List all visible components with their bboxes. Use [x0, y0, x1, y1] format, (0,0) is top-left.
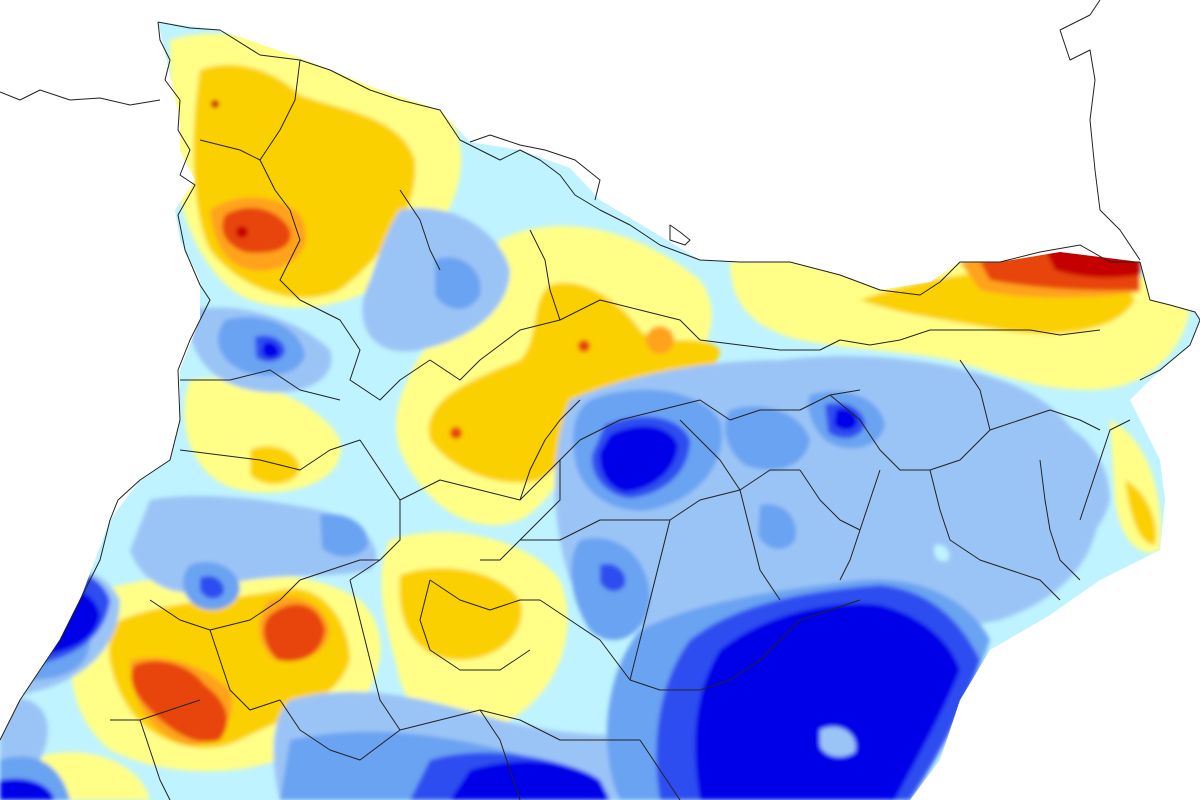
zone-dry-strong [263, 604, 325, 662]
zone-very-wet [599, 426, 678, 492]
zone-wet [320, 514, 369, 557]
border-internal [429, 579, 540, 611]
border-internal [520, 519, 670, 541]
border-internal [349, 439, 401, 581]
border-internal [629, 519, 671, 681]
zone-wet-mild [820, 726, 856, 757]
zone-very-wet [0, 778, 55, 800]
zone-dry-strong [450, 427, 462, 439]
border-internal [480, 460, 561, 561]
border-internal [799, 469, 861, 531]
zone-very-dry [211, 100, 219, 108]
border-coast-north [1139, 261, 1200, 381]
border-internal [139, 719, 171, 800]
zone-dry-strong [222, 207, 291, 253]
zone-dry [646, 326, 674, 354]
border-internal [110, 699, 201, 721]
zone-near-normal-wet [934, 544, 950, 562]
border-island [669, 224, 691, 246]
border-internal [279, 699, 401, 761]
border-internal [529, 229, 561, 321]
border-internal [179, 439, 361, 471]
border-internal [729, 389, 861, 421]
zone-dry-mild [1125, 480, 1156, 545]
border-internal [579, 399, 731, 441]
zone-dry-mild [399, 568, 522, 660]
border-internal [259, 159, 301, 301]
border-internal [699, 339, 901, 351]
border-internal [209, 629, 281, 711]
zone-wet-strong [200, 575, 225, 599]
border-internal [929, 469, 1061, 601]
border-internal [629, 659, 761, 691]
zone-wet [758, 504, 796, 550]
border-internal [1079, 419, 1131, 521]
zone-wet [725, 406, 810, 470]
zone-wet [435, 257, 481, 309]
border-france-east [1059, 0, 1141, 261]
border-outer [0, 21, 211, 741]
border-internal [829, 394, 930, 471]
zone-dry-mild [428, 282, 720, 483]
border-internal [299, 299, 431, 401]
border-internal [739, 489, 781, 601]
zone-wet-strong [600, 563, 626, 592]
border-andorra [469, 134, 601, 201]
border-internal [759, 599, 861, 661]
border-internal [959, 359, 991, 431]
zone-dry-strong [131, 661, 228, 742]
border-internal [399, 189, 441, 271]
border-internal [539, 599, 631, 681]
zone-dry-mild [250, 446, 300, 485]
zone-wet-mild [1031, 420, 1110, 540]
border-internal [679, 419, 741, 491]
border-internal [419, 579, 531, 671]
border-internal [519, 399, 581, 501]
border-internal [479, 709, 521, 800]
zone-very-wet [834, 408, 858, 430]
zone-very-wet [262, 342, 280, 358]
border-internal [349, 579, 401, 731]
zone-dry-strong [578, 340, 590, 352]
zone-near-normal-dry [184, 378, 342, 493]
border-france-west [0, 89, 161, 106]
border-internal [199, 59, 301, 161]
border-north [157, 21, 1140, 296]
border-internal [639, 739, 681, 800]
zone-very-dry [236, 226, 248, 238]
zone-very-wet [450, 761, 610, 800]
border-internal [1039, 459, 1081, 581]
border-internal [180, 369, 341, 401]
border-internal [149, 579, 301, 631]
border-internal [399, 709, 640, 741]
zone-very-wet [695, 603, 960, 800]
border-internal [929, 409, 1101, 471]
border-internal [899, 329, 1101, 341]
border-internal [299, 559, 380, 581]
